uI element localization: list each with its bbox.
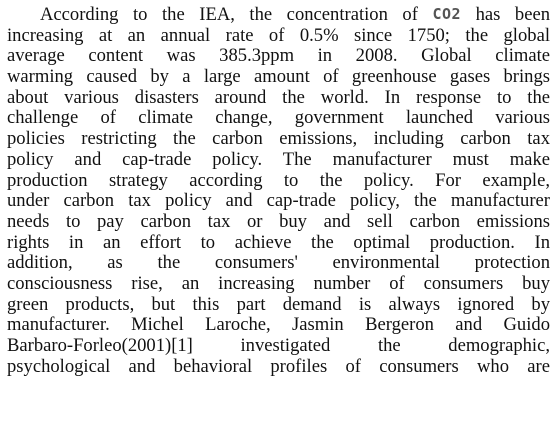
co2-formula-image: CO2 <box>432 5 462 23</box>
paragraph-line: addition, as the consumers' environmenta… <box>7 253 550 274</box>
paragraph-line: average content was 385.3ppm in 2008. Gl… <box>7 46 550 67</box>
paragraph-line: policy and cap-trade policy. The manufac… <box>7 149 550 170</box>
paragraph-line-first: According to the IEA, the concentration … <box>7 5 550 26</box>
paragraph-line: Barbaro-Forleo(2001)[1] investigated the… <box>7 336 550 356</box>
paragraph-line: under carbon tax policy and cap-trade po… <box>7 191 550 212</box>
paragraph-line: needs to pay carbon tax or buy and sell … <box>7 211 550 232</box>
paragraph-line: manufacturer. Michel Laroche, Jasmin Ber… <box>7 315 550 336</box>
paragraph-line: about various disasters around the world… <box>7 87 550 108</box>
paragraph-line: warming caused by a large amount of gree… <box>7 67 550 88</box>
paragraph-line: challenge of climate change, government … <box>7 108 550 129</box>
line-text-before-formula: According to the IEA, the concentration … <box>40 5 433 25</box>
paragraph-line: increasing at an annual rate of 0.5% sin… <box>7 25 550 46</box>
paragraph-line: psychological and behavioral profiles of… <box>7 356 550 377</box>
paragraph-line: production strategy according to the pol… <box>7 170 550 191</box>
paragraph-line: green products, but this part demand is … <box>7 294 550 315</box>
paragraph-line: consciousness rise, an increasing number… <box>7 273 550 294</box>
body-paragraph: According to the IEA, the concentration … <box>7 5 550 377</box>
line-text-after-formula: has been <box>461 5 550 25</box>
paragraph-line: rights in an effort to achieve the optim… <box>7 232 550 253</box>
paragraph-line: policies restricting the carbon emission… <box>7 129 550 150</box>
